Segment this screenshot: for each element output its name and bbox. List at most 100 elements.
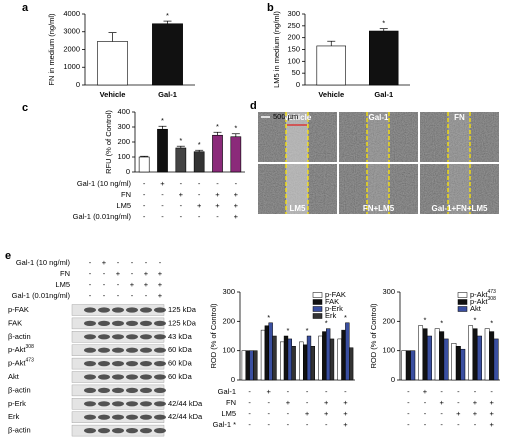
treatment-sign: - <box>248 420 251 429</box>
bar <box>212 134 223 173</box>
image-label: LM5 <box>290 204 307 213</box>
bar <box>157 128 168 173</box>
legend-label-main: FAK <box>325 297 339 306</box>
treatment-sign: - <box>180 201 183 210</box>
y-tick-label: 0 <box>231 375 235 384</box>
y-tick-label: 3000 <box>63 27 80 36</box>
treatment-sign: - <box>235 179 238 188</box>
legend-swatch <box>312 306 323 312</box>
treatment-sign: - <box>457 398 460 407</box>
treatment-label: Gal-1 (10 ng/ml) <box>77 179 132 188</box>
legend-label-sup: 308 <box>488 296 497 302</box>
blot-band <box>84 320 96 326</box>
image-label: FN <box>454 113 465 122</box>
blot-label-main: p-Akt <box>8 359 26 368</box>
treatment-sign: + <box>234 190 239 199</box>
blot-band <box>154 401 166 407</box>
blot-band <box>126 387 138 393</box>
legend-label-main: Akt <box>470 304 482 313</box>
blot-band <box>112 347 124 353</box>
blot-band <box>154 334 166 340</box>
treatment-sign: + <box>286 398 291 407</box>
bar <box>306 335 312 381</box>
blot-band <box>84 334 96 340</box>
blot-band <box>112 361 124 367</box>
blot-band <box>126 361 138 367</box>
blot-band <box>98 401 110 407</box>
blot-band <box>140 374 152 380</box>
blot-band <box>98 414 110 420</box>
bar <box>489 331 495 381</box>
legend-label: Erk <box>325 311 337 320</box>
treatment-sign: + <box>144 269 149 278</box>
treatment-sign: - <box>117 280 120 289</box>
bar <box>152 23 183 86</box>
treatment-sign: + <box>215 190 220 199</box>
treatment-sign: - <box>440 420 443 429</box>
legend-label-main: p-Akt <box>470 290 488 299</box>
legend-label-main: p-Akt <box>470 297 488 306</box>
blot-band <box>112 428 124 434</box>
bar <box>426 335 432 381</box>
blot-band <box>126 401 138 407</box>
treatment-sign: - <box>407 387 410 396</box>
treatment-label: Gal-1 (0.01ng/ml) <box>73 212 132 221</box>
blot-label-main: p-Akt <box>8 345 26 354</box>
blot-band <box>84 387 96 393</box>
significance-mark: * <box>306 326 309 335</box>
treatment-sign: + <box>234 201 239 210</box>
treatment-sign: + <box>324 398 329 407</box>
panel-label: d <box>250 100 257 112</box>
blot-band <box>98 374 110 380</box>
significance-mark: * <box>216 122 219 131</box>
blot-label-main: p-Erk <box>8 399 26 408</box>
blot-band <box>112 307 124 313</box>
bar <box>241 350 247 381</box>
y-tick-label: 300 <box>287 9 300 18</box>
y-tick-label: 0 <box>296 80 300 89</box>
micrograph <box>339 112 418 162</box>
treatment-sign: + <box>343 409 348 418</box>
treatment-sign: - <box>306 420 309 429</box>
blot-band <box>126 307 138 313</box>
legend-swatch <box>312 299 323 305</box>
blot-band <box>154 307 166 313</box>
treatment-sign: + <box>234 212 239 221</box>
bar <box>369 30 399 86</box>
y-tick-label: 200 <box>222 316 235 325</box>
significance-mark: * <box>179 136 182 145</box>
treatment-sign: + <box>489 409 494 418</box>
blot-kda: 125 kDa <box>168 305 197 314</box>
bar <box>287 338 292 381</box>
y-axis-label: ROD (% of Control) <box>369 303 378 369</box>
blot-band <box>154 414 166 420</box>
treatment-sign: - <box>131 269 134 278</box>
blot-label-sup: 308 <box>26 345 35 351</box>
blot-band <box>140 347 152 353</box>
significance-mark: * <box>325 319 328 328</box>
blot-band <box>112 334 124 340</box>
micrograph-tint <box>339 164 418 214</box>
treatment-sign: - <box>159 258 162 267</box>
legend-label: FAK <box>325 297 339 306</box>
bar <box>410 350 416 381</box>
treatment-sign: + <box>144 280 149 289</box>
y-axis-label: FN in medium (ng/ml) <box>47 13 56 86</box>
treatment-sign: + <box>179 190 184 199</box>
blot-band <box>126 320 138 326</box>
image-label: FN+LM5 <box>363 204 395 213</box>
treatment-sign: - <box>344 387 347 396</box>
bar <box>418 325 424 381</box>
treatment-sign: + <box>158 291 163 300</box>
wound-gap <box>286 164 308 214</box>
blot-label: β-actin <box>8 332 31 341</box>
treatment-sign: + <box>343 398 348 407</box>
treatment-sign: - <box>287 409 290 418</box>
bar <box>253 350 258 381</box>
bar <box>260 329 266 381</box>
blot-label-main: β-actin <box>8 426 31 435</box>
treatment-sign: + <box>160 179 165 188</box>
treatment-sign: - <box>103 269 106 278</box>
blot-band <box>154 428 166 434</box>
panel-label: e <box>5 250 11 262</box>
